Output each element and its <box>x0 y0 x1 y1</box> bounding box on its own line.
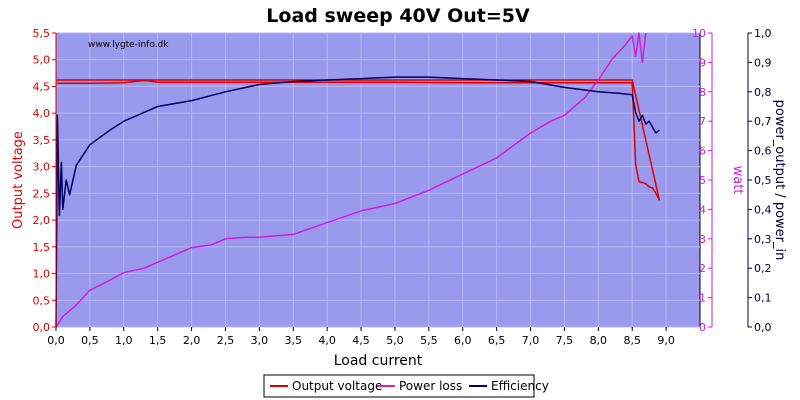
legend-item-power-loss-label: Power loss <box>399 379 462 393</box>
power-loss-line <box>55 32 647 328</box>
x-tick-label: 4,5 <box>352 334 370 347</box>
y-right1-tick-label: 8 <box>699 86 706 99</box>
x-tick-label: 6,0 <box>454 334 472 347</box>
y-right1-axis-label: watt <box>730 166 745 195</box>
x-axis-label: Load current <box>334 353 423 369</box>
y-right2-tick-label: 1,0 <box>754 27 772 40</box>
y-left-tick-label: 2,5 <box>33 187 51 200</box>
y-right1-tick-label: 4 <box>699 203 706 216</box>
x-tick-label: 2,0 <box>183 334 201 347</box>
watermark: www.lygte-info.dk <box>88 40 169 50</box>
x-tick-label: 5,0 <box>386 334 404 347</box>
x-tick-label: 3,0 <box>251 334 269 347</box>
y-right2-tick-label: 0,2 <box>754 262 772 275</box>
y-left-tick-label: 5,0 <box>33 54 51 67</box>
x-tick-label: 8,0 <box>590 334 608 347</box>
y-right2-tick-label: 0,0 <box>754 321 772 334</box>
y-left-tick-label: 1,5 <box>33 241 51 254</box>
y-right2-tick-label: 0,6 <box>754 145 772 158</box>
y-left-tick-label: 0,5 <box>33 294 51 307</box>
x-tick-label: 7,5 <box>556 334 574 347</box>
x-tick-label: 0,5 <box>81 334 99 347</box>
axes: 0,0 0,5 1,0 1,5 2,0 2,5 3,0 3,5 4,0 4,5 5,0 5,5 6,0 6… <box>33 27 772 347</box>
chart-title: Load sweep 40V Out=5V <box>266 5 530 27</box>
x-tick-label: 4,0 <box>318 334 336 347</box>
y-right2-axis-label: power_output / power_in <box>772 100 787 261</box>
output-voltage-line <box>56 79 661 201</box>
x-tick-label: 3,5 <box>285 334 303 347</box>
x-tick-label: 6,5 <box>488 334 506 347</box>
y-right1-tick-label: 6 <box>699 145 706 158</box>
y-right1-tick-label: 5 <box>699 174 706 187</box>
y-right2-tick-label: 0,1 <box>754 292 772 305</box>
efficiency-line <box>55 76 660 328</box>
y-right1-tick-label: 0 <box>699 321 706 334</box>
x-tick-label: 5,5 <box>420 334 438 347</box>
x-tick-label: 0,0 <box>47 334 65 347</box>
y-left-tick-label: 4,0 <box>33 107 51 120</box>
x-tick-label: 9,0 <box>657 334 675 347</box>
y-right1-tick-label: 9 <box>699 56 706 69</box>
legend-item-efficiency-label: Efficiency <box>491 379 549 393</box>
y-right2-tick-label: 0,4 <box>754 203 772 216</box>
y-left-tick-label: 1,0 <box>33 268 51 281</box>
legend-item-output-voltage-label: Output voltage <box>292 379 382 393</box>
y-right1-tick-label: 7 <box>699 115 706 128</box>
y-left-tick-label: 2,0 <box>33 214 51 227</box>
x-tick-label: 1,0 <box>115 334 133 347</box>
y-left-tick-label: 0,0 <box>33 321 51 334</box>
x-tick-label: 2,5 <box>217 334 235 347</box>
y-right2-tick-label: 0,3 <box>754 233 772 246</box>
y-right2-tick-label: 0,9 <box>754 56 772 69</box>
y-right1-tick-label: 1 <box>699 292 706 305</box>
y-right1-tick-label: 10 <box>692 27 706 40</box>
y-right2-tick-label: 0,5 <box>754 174 772 187</box>
series-layer <box>55 32 661 328</box>
legend: Output voltage Power loss Efficiency <box>263 374 549 398</box>
x-tick-label: 1,5 <box>149 334 167 347</box>
y-right2-tick-label: 0,8 <box>754 86 772 99</box>
y-left-tick-label: 5,5 <box>33 27 51 40</box>
y-right1-tick-label: 2 <box>699 262 706 275</box>
x-tick-label: 7,0 <box>522 334 540 347</box>
y-right1-tick-label: 3 <box>699 233 706 246</box>
y-left-tick-label: 3,5 <box>33 134 51 147</box>
y-left-axis-label: Output voltage <box>11 131 26 229</box>
legend-box <box>263 374 535 398</box>
y-left-tick-label: 3,0 <box>33 161 51 174</box>
y-left-tick-label: 4,5 <box>33 80 51 93</box>
y-right2-tick-label: 0,7 <box>754 115 772 128</box>
x-tick-label: 8,5 <box>623 334 641 347</box>
